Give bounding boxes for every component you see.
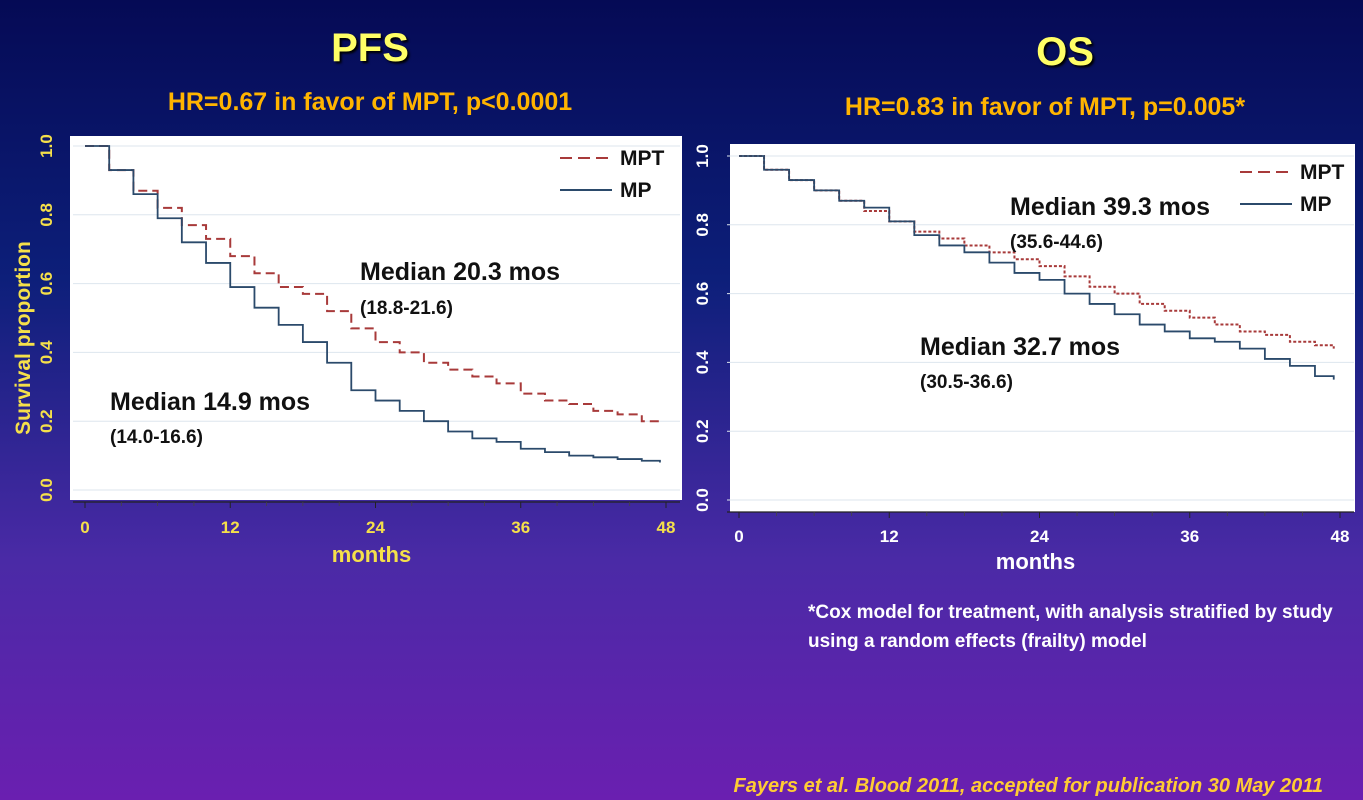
os-x-axis-label: months: [996, 549, 1075, 574]
pfs-subtitle: HR=0.67 in favor of MPT, p<0.0001: [167, 88, 573, 116]
os-median-ci: (30.5-36.6): [920, 372, 1013, 393]
os-y-tick-label: 0.2: [693, 419, 712, 443]
pfs-plot-background: [70, 136, 682, 500]
os-legend-label-mp: MP: [1300, 193, 1332, 216]
pfs-series-mp: [85, 145, 661, 463]
pfs-y-tick-label: 1.0: [37, 134, 56, 158]
pfs-x-axis-label: months: [332, 542, 411, 567]
os-x-tick-label: 48: [1331, 527, 1350, 546]
pfs-y-axis-label: Survival proportion: [12, 241, 35, 435]
os-y-tick-label: 0.6: [693, 282, 712, 306]
pfs-median-ci: (18.8-21.6): [360, 298, 453, 319]
os-x-tick-label: 0: [734, 527, 743, 546]
os-title: OS: [1036, 30, 1094, 74]
os-median-ci: (35.6-44.6): [1010, 232, 1103, 253]
pfs-x-tick-label: 0: [80, 518, 89, 537]
pfs-y-tick-label: 0.2: [37, 409, 56, 433]
pfs-median-annotation: Median 14.9 mos: [110, 388, 310, 416]
os-median-annotation: Median 32.7 mos: [920, 333, 1120, 361]
os-plot-background: [730, 144, 1355, 512]
pfs-median-annotation: Median 20.3 mos: [360, 258, 560, 286]
pfs-legend-label-mp: MP: [620, 179, 652, 202]
pfs-median-ci: (14.0-16.6): [110, 427, 203, 448]
pfs-x-tick-label: 48: [657, 518, 676, 537]
os-x-tick-label: 24: [1030, 527, 1049, 546]
os-series-mpt: [739, 155, 1335, 349]
citation: Fayers et al. Blood 2011, accepted for p…: [733, 775, 1323, 797]
os-y-tick-label: 0.0: [693, 488, 712, 512]
cox-footnote: *Cox model for treatment, with analysis …: [808, 602, 1333, 652]
os-y-tick-label: 1.0: [693, 144, 712, 168]
pfs-y-tick-label: 0.0: [37, 478, 56, 502]
os-x-tick-label: 12: [880, 527, 899, 546]
os-subtitle: HR=0.83 in favor of MPT, p=0.005*: [844, 93, 1246, 121]
os-x-tick-label: 36: [1180, 527, 1199, 546]
pfs-x-tick-label: 12: [221, 518, 240, 537]
pfs-legend-label-mpt: MPT: [620, 147, 665, 170]
os-y-tick-label: 0.8: [693, 213, 712, 237]
pfs-title: PFS: [331, 26, 409, 70]
os-median-annotation: Median 39.3 mos: [1010, 193, 1210, 221]
pfs-x-tick-label: 36: [511, 518, 530, 537]
pfs-y-tick-label: 0.8: [37, 203, 56, 227]
os-series-mp: [739, 155, 1335, 380]
pfs-y-tick-label: 0.6: [37, 272, 56, 296]
pfs-x-tick-label: 24: [366, 518, 385, 537]
pfs-y-tick-label: 0.4: [37, 340, 56, 364]
os-y-tick-label: 0.4: [693, 350, 712, 374]
os-legend-label-mpt: MPT: [1300, 161, 1345, 184]
